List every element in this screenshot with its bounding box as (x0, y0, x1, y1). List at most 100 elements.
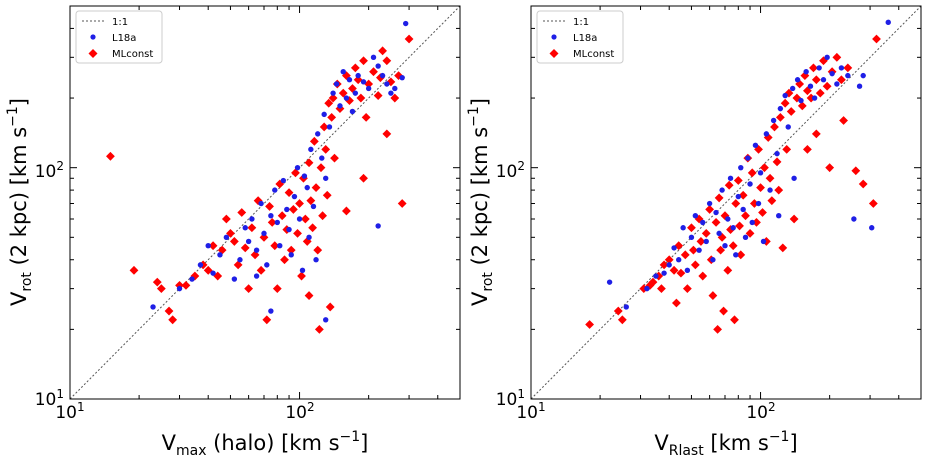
right-mlconst-point (836, 75, 846, 85)
right-mlconst-point (696, 237, 706, 246)
left-mlconst-point (267, 218, 277, 227)
right-l18a-point (803, 68, 809, 75)
right-l18a-point (752, 142, 759, 148)
right-l18a-point (798, 97, 804, 104)
right-l18a-point (869, 225, 875, 231)
right-x-tick-label-10: 101 (516, 400, 545, 423)
left-mlconst-point (280, 255, 289, 265)
right-l18a-point (807, 83, 814, 89)
left-l18a-point (308, 146, 314, 153)
right-l18a-point (680, 225, 686, 231)
right-mlconst-point (747, 168, 757, 178)
right-l18a-point (725, 216, 731, 222)
right-l18a-point (856, 83, 863, 89)
right-l18a-point (885, 19, 891, 26)
left-mlconst-series (106, 34, 414, 334)
left-l18a-point (304, 184, 310, 191)
right-l18a-point (700, 219, 706, 226)
left-l18a-point (272, 187, 278, 193)
left-mlconst-point (309, 136, 319, 146)
right-l18a-point (838, 65, 845, 71)
right-l18a-point (845, 72, 851, 79)
left-mlconst-point (316, 163, 326, 173)
left-l18a-point (402, 20, 409, 27)
left-l18a-point (310, 203, 317, 210)
right-mlconst-point (613, 306, 623, 316)
left-l18a-point (288, 252, 294, 258)
right-mlconst-point (735, 221, 744, 231)
right-l18a-point (684, 267, 691, 274)
right-mlconst-point (786, 107, 796, 116)
right-mlconst-point (708, 291, 718, 300)
left-mlconst-point (314, 324, 324, 334)
left-mlconst-point (295, 199, 304, 208)
left-mlconst-point (208, 241, 218, 251)
right-l18a-point (782, 92, 788, 99)
left-l18a-point (384, 81, 390, 87)
right-mlconst-point (698, 271, 708, 281)
right-mlconst-point (724, 180, 734, 190)
left-mlconst-point (382, 129, 392, 139)
right-mlconst-point (723, 265, 733, 275)
left-mlconst-point (327, 112, 337, 122)
right-mlconst-point (774, 185, 784, 195)
right-legend: 1:1 L18a MLconst (536, 10, 624, 64)
left-mlconst-point (259, 232, 269, 242)
left-l18a-point (399, 74, 405, 81)
right-l18a-point (834, 81, 840, 87)
left-mlconst-point (304, 291, 314, 300)
right-mlconst-point (741, 211, 750, 221)
left-l18a-point (299, 267, 306, 274)
right-mlconst-point (782, 144, 792, 154)
left-mlconst-point (156, 284, 166, 294)
right-l18a-point (757, 170, 764, 176)
right-y-tick-label-100: 102 (496, 159, 525, 182)
right-l18a-point (811, 95, 818, 101)
right-mlconst-point (767, 196, 777, 206)
left-x-tick-label-100: 102 (285, 400, 314, 423)
left-mlconst-point (293, 228, 302, 238)
right-mlconst-point (772, 157, 782, 167)
left-mlconst-point (217, 245, 227, 255)
left-mlconst-point (359, 173, 368, 183)
left-l18a-point (223, 234, 230, 241)
left-l18a-point (321, 111, 327, 118)
right-mlconst-point (736, 250, 746, 260)
right-x-tick-label-100: 102 (746, 400, 775, 423)
left-mlconst-point (256, 265, 266, 275)
right-mlconst-point (752, 218, 761, 227)
left-l18a-point (217, 252, 223, 258)
left-l18a-point (261, 230, 267, 237)
left-legend-label-one-to-one: 1:1 (112, 17, 128, 28)
right-mlconst-point (680, 250, 690, 260)
right-l18a-point (692, 213, 699, 219)
left-l18a-point (330, 90, 336, 96)
right-l18a-point (749, 219, 755, 226)
right-x-axis-label: VRlast [km s−1] (654, 429, 797, 459)
right-l18a-point (742, 234, 749, 241)
left-mlconst-point (244, 284, 254, 294)
left-mlconst-point (291, 168, 300, 178)
right-legend-label-mlconst: MLconst (573, 49, 614, 60)
right-mlconst-point (815, 88, 825, 98)
left-l18a-point (375, 223, 381, 229)
left-l18a-series (150, 20, 409, 323)
left-mlconst-point (386, 77, 396, 87)
right-l18a-point (747, 181, 753, 187)
left-l18a-point (388, 90, 394, 96)
right-l18a-point (829, 70, 835, 77)
left-x-axis-label: Vmax (halo) [km s−1] (162, 429, 369, 459)
left-mlconst-point (322, 190, 332, 200)
left-l18a-point (189, 276, 195, 282)
left-legend-diamond-swatch (88, 49, 98, 58)
left-mlconst-point (237, 208, 247, 217)
left-y-tick-label-10: 101 (35, 387, 64, 410)
right-l18a-point (791, 175, 797, 181)
left-mlconst-point (221, 214, 231, 224)
left-mlconst-point (324, 98, 334, 108)
left-l18a-point (205, 242, 211, 249)
left-l18a-point (286, 226, 292, 233)
left-x-tick-label-10: 101 (55, 400, 84, 423)
right-mlconst-point (731, 199, 741, 208)
right-l18a-point (727, 175, 734, 181)
